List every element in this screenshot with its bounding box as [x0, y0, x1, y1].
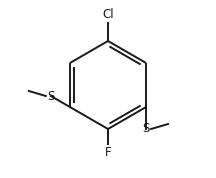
Text: S: S — [142, 122, 150, 135]
Text: S: S — [47, 90, 54, 103]
Text: Cl: Cl — [102, 8, 114, 21]
Text: F: F — [105, 146, 111, 159]
